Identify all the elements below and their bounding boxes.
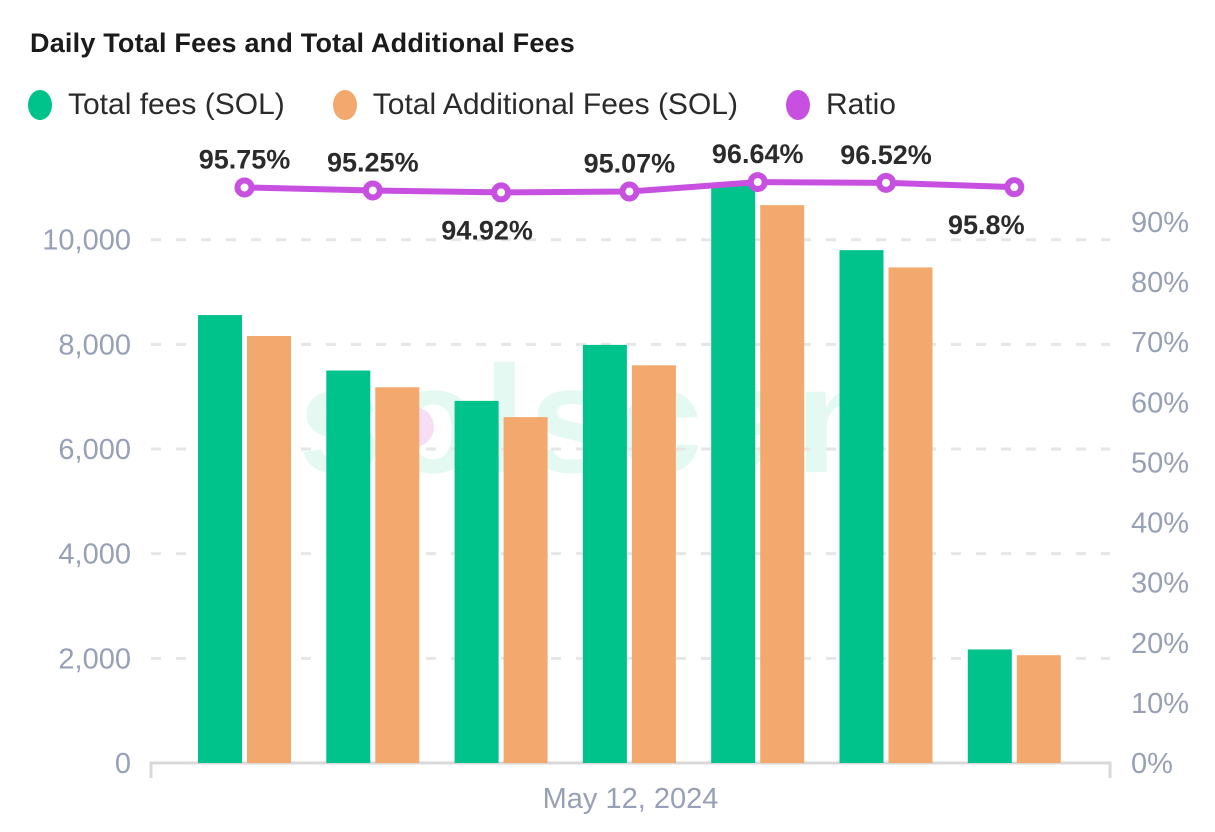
ratio-data-label: 95.75% [199,144,291,174]
bar-additional-fees[interactable] [375,387,420,763]
y-axis-tick-label: 8,000 [58,329,131,361]
ratio-data-label: 96.64% [712,139,804,169]
y-axis-tick-label: 0 [115,748,131,780]
ratio-data-label: 96.52% [840,140,932,170]
right-axis-tick-label: 80% [1131,267,1189,299]
y-axis-tick-label: 2,000 [58,643,131,675]
bar-total-fees[interactable] [967,649,1012,763]
right-axis-tick-label: 40% [1131,508,1189,540]
y-axis-tick-label: 4,000 [58,539,131,571]
chart-title: Daily Total Fees and Total Additional Fe… [30,28,575,58]
bar-total-fees[interactable] [711,184,756,763]
right-axis-tick-label: 20% [1131,628,1189,660]
x-axis-line [149,761,1112,778]
bar-additional-fees[interactable] [631,365,676,763]
right-axis-tick-label: 60% [1131,387,1189,419]
ratio-data-label: 94.92% [441,215,533,245]
ratio-point[interactable] [491,182,512,203]
ratio-point[interactable] [876,172,896,193]
legend: Total fees (SOL) Total Additional Fees (… [28,86,896,124]
ratio-point[interactable] [1004,177,1025,198]
legend-item-ratio[interactable]: Ratio [785,88,896,122]
ratio-data-label: 95.07% [584,149,676,179]
legend-item-total-fees[interactable]: Total fees (SOL) [28,88,285,122]
legend-dot-ratio-icon [785,90,810,120]
bar-additional-fees[interactable] [503,417,548,763]
legend-item-additional-fees[interactable]: Total Additional Fees (SOL) [332,88,738,122]
right-axis-tick-label: 30% [1131,568,1189,600]
bar-total-fees[interactable] [582,344,627,763]
y-axis-tick-label: 6,000 [58,434,131,466]
right-axis-tick-label: 50% [1131,447,1189,479]
bar-additional-fees[interactable] [1016,655,1061,763]
bar-total-fees[interactable] [839,250,884,763]
ratio-data-label: 95.25% [327,147,419,177]
right-axis-tick-label: 70% [1131,327,1189,359]
legend-dot-additional-fees-icon [332,90,357,120]
x-axis-label: May 12, 2024 [543,783,719,815]
right-axis-tick-label: 10% [1131,688,1189,720]
bar-total-fees[interactable] [198,315,242,763]
legend-label-additional-fees: Total Additional Fees (SOL) [372,88,738,121]
ratio-data-label: 95.8% [948,210,1025,240]
bar-total-fees[interactable] [326,370,371,763]
bar-additional-fees[interactable] [888,267,933,763]
right-axis-tick-label: 0% [1131,748,1173,780]
ratio-point[interactable] [362,180,383,201]
ratio-point[interactable] [234,177,255,198]
legend-dot-total-fees-icon [28,90,52,120]
bar-additional-fees[interactable] [760,205,805,763]
bar-total-fees[interactable] [454,400,499,763]
right-axis-tick-label: 90% [1131,207,1189,239]
ratio-point[interactable] [619,181,640,202]
y-axis-tick-label: 10,000 [42,225,131,257]
legend-label-ratio: Ratio [825,88,896,121]
legend-label-total-fees: Total fees (SOL) [68,88,285,121]
ratio-point[interactable] [747,172,768,193]
bar-additional-fees[interactable] [247,335,291,763]
